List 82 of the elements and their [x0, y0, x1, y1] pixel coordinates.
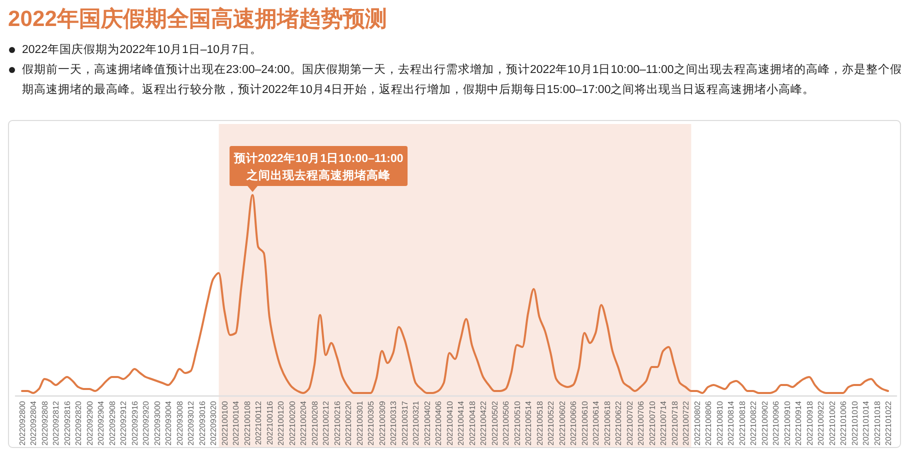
x-tick-label: 2022100618 [602, 400, 612, 446]
x-tick-label: 2022092812 [52, 400, 61, 446]
text: 假期前一天，高速拥堵峰值预计出现在23:00–24:00。国庆假期第一天，去程出行需求增加，预计2022年10月1日10:00–11:00之间出现去程高速拥堵的高峰，亦是整个假期高速拥堵的最高峰。返程出行较分散，预计2022年10月4日开始，返程出行增加，假期中后期每日15:00–17:00之间将出现当日返程高速拥堵小高峰。 [8, 60, 908, 100]
x-tick-label: 2022100414 [456, 400, 466, 446]
text: 预计2022年10月1日10:00–11:00 之间出现去程高速拥堵高峰 [232, 151, 404, 182]
x-tick-label: 2022100606 [569, 400, 578, 446]
x-tick-label: 2022100602 [558, 400, 567, 446]
x-tick-label: 2022100510 [512, 400, 522, 446]
chart-title: 2022年国庆假期全国高速拥堵趋势预测 [8, 5, 388, 33]
x-tick-label: 2022093004 [164, 400, 174, 446]
x-tick-label: 2022100822 [749, 400, 758, 446]
x-tick-label: 2022100112 [254, 400, 264, 445]
x-tick-label: 2022101002 [828, 400, 837, 446]
x-tick-label: 2022092800 [18, 400, 27, 446]
x-tick-label: 2022100108 [242, 400, 252, 446]
x-tick-label: 2022100321 [412, 400, 421, 446]
x-tick-label: 2022100806 [704, 400, 714, 446]
x-tick-label: 2022092820 [74, 400, 84, 446]
x-tick-label: 2022101022 [884, 400, 893, 446]
x-tick-label: 2022100714 [659, 400, 668, 446]
x-tick-label: 2022100220 [344, 400, 354, 446]
x-tick-label: 2022100309 [378, 400, 387, 446]
x-tick-label: 2022100208 [310, 400, 320, 446]
x-tick-label: 2022100212 [322, 400, 331, 446]
x-tick-label: 2022100814 [726, 400, 736, 446]
x-tick-label: 2022100116 [265, 400, 274, 445]
x-tick-label: 2022100418 [468, 400, 477, 446]
x-tick-label: 2022092816 [62, 400, 72, 446]
x-tick-label: 2022100702 [625, 400, 634, 446]
x-tick-label: 2022100514 [524, 400, 534, 446]
x-tick-label: 2022100622 [614, 400, 624, 446]
x-tick-label: 2022100502 [490, 400, 500, 446]
x-tick-label: 2022100422 [479, 400, 488, 446]
x-tick-label: 2022093012 [186, 400, 196, 446]
x-tick-label: 2022100317 [400, 400, 410, 446]
x-tick-label: 2022092908 [108, 400, 117, 446]
x-tick-label: 2022092900 [85, 400, 94, 446]
x-tick-label: 2022100922 [816, 400, 826, 446]
x-tick-label: 2022100610 [580, 400, 590, 446]
x-tick-label: 2022100305 [366, 400, 376, 446]
x-tick-label: 2022092916 [130, 400, 140, 446]
x-tick-label: 2022100818 [738, 400, 747, 446]
x-tick-label: 2022093008 [175, 400, 184, 446]
x-tick-label: 2022101018 [872, 400, 882, 446]
x-tick-label: 2022092920 [142, 400, 151, 446]
x-tick-label: 2022100802 [692, 400, 702, 446]
x-tick-label: 2022100120 [276, 400, 286, 446]
x-tick-label: 2022100104 [232, 400, 241, 446]
x-tick-label: 2022093020 [209, 400, 218, 446]
text: 2022年国庆假期为2022年10月1日–10月7日。 [8, 40, 908, 60]
x-tick-label: 2022093000 [152, 400, 162, 446]
x-tick-label: 2022101010 [850, 400, 860, 446]
x-tick-label: 2022100506 [502, 400, 511, 446]
x-tick-label: 2022100902 [760, 400, 770, 446]
x-tick-label: 2022092804 [29, 400, 38, 446]
x-tick-label: 2022100410 [445, 400, 454, 446]
x-tick-label: 2022100710 [648, 400, 657, 446]
x-tick-label: 2022101014 [862, 400, 871, 446]
x-tick-label: 2022092808 [40, 400, 50, 446]
x-tick-label: 2022100200 [288, 400, 297, 446]
x-tick-label: 2022100918 [805, 400, 814, 446]
x-tick-label: 2022100402 [422, 400, 432, 446]
x-tick-label: 2022100406 [434, 400, 444, 446]
x-tick-label: 2022100100 [220, 400, 230, 446]
x-tick-label: 2022100810 [715, 400, 724, 446]
x-tick-label: 2022100313 [389, 400, 398, 446]
x-tick-label: 2022100614 [592, 400, 601, 446]
x-tick-label: 2022100914 [794, 400, 804, 446]
x-tick-label: 2022100301 [355, 400, 364, 446]
x-tick-label: 2022092912 [119, 400, 128, 446]
x-tick-label: 2022100718 [670, 400, 680, 446]
x-tick-label: 2022100706 [636, 400, 646, 446]
x-tick-label: 2022093016 [198, 400, 207, 446]
x-tick-label: 2022100906 [772, 400, 781, 446]
x-tick-label: 2022092904 [96, 400, 106, 446]
x-tick-label: 2022100204 [299, 400, 308, 446]
x-tick-label: 2022100722 [682, 400, 691, 446]
x-tick-label: 2022100910 [782, 400, 792, 446]
x-tick-label: 2022101006 [839, 400, 848, 446]
x-tick-label: 2022100216 [332, 400, 342, 446]
x-tick-label: 2022100522 [546, 400, 556, 446]
x-tick-label: 2022100518 [535, 400, 544, 446]
